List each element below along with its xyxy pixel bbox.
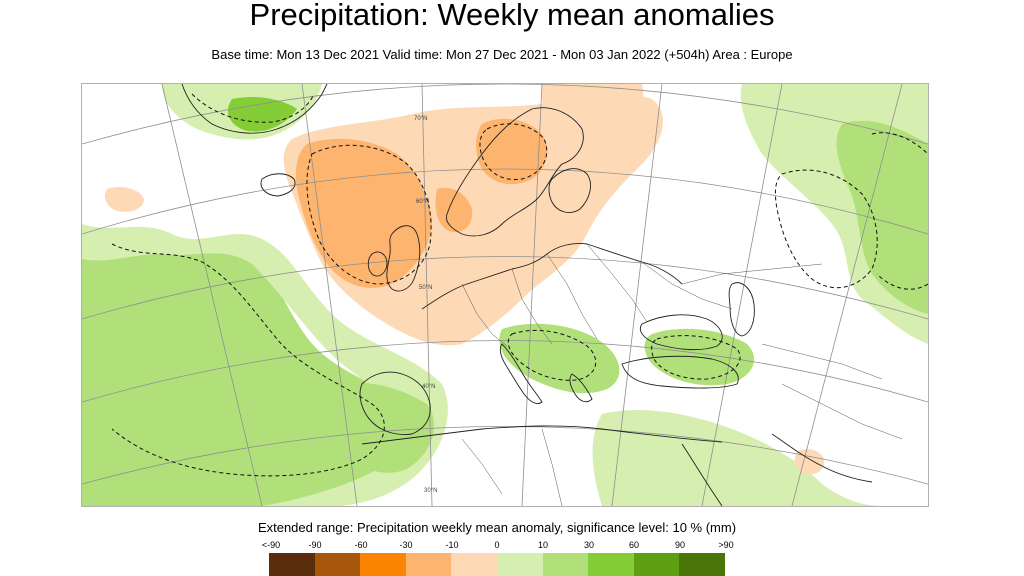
border-b	[511, 268, 553, 345]
border-j	[541, 428, 563, 506]
greenland-wet-core	[227, 97, 297, 132]
parallel-70n	[82, 84, 928, 145]
atlantic-wet-area	[82, 243, 418, 506]
atlantic-dry-spot	[104, 187, 144, 212]
legend-swatch	[314, 553, 361, 576]
contour-russia	[774, 169, 878, 289]
persian-gulf-coast	[771, 433, 873, 483]
legend-tick: -30	[399, 540, 413, 550]
east-wet-core	[836, 120, 928, 314]
legend-colorbar	[269, 553, 725, 576]
iceland-coast	[260, 173, 296, 197]
chart-title: Precipitation: Weekly mean anomalies	[249, 0, 775, 32]
contour-turkey	[651, 335, 741, 380]
legend-caption: Extended range: Precipitation weekly mea…	[257, 520, 737, 535]
legend-swatch	[679, 553, 725, 576]
label-50n: 50°N	[419, 285, 432, 291]
balkans-wet	[499, 323, 620, 394]
border-a	[461, 283, 508, 347]
parallel-30n	[82, 426, 928, 485]
scandinavia-coast	[445, 107, 584, 237]
border-d	[586, 243, 648, 323]
ireland-coast	[367, 251, 388, 277]
black-sea-coast	[639, 314, 723, 351]
legend-swatch	[269, 553, 315, 576]
label-30n: 30°N	[424, 488, 437, 494]
significance-contours	[111, 93, 928, 477]
borders	[461, 243, 903, 506]
precipitation-anomaly-map: 70°N 60°N 50°N 40°N 30°N	[81, 83, 929, 507]
border-h	[781, 383, 903, 440]
legend-swatch	[588, 553, 634, 576]
meridian-e80	[791, 84, 903, 506]
contour-greenland	[191, 93, 315, 123]
parallel-40n	[82, 340, 928, 403]
mideast-wet	[592, 409, 882, 506]
label-70n: 70°N	[414, 116, 427, 122]
contour-east	[871, 132, 928, 290]
meridian-w40	[161, 84, 263, 506]
legend-tick: -10	[445, 540, 459, 550]
italy-coast	[499, 343, 543, 405]
chart-subtitle: Base time: Mon 13 Dec 2021 Valid time: M…	[211, 47, 793, 62]
legend-tick: <-90	[261, 540, 281, 550]
legend-tick: >90	[718, 540, 734, 550]
iberia-coast	[359, 371, 431, 435]
legend-swatch	[360, 553, 406, 576]
border-f	[681, 263, 823, 285]
graticule-labels: 70°N 60°N 50°N 40°N 30°N	[414, 116, 437, 494]
greece-coast	[569, 373, 593, 403]
caspian-coast	[728, 282, 755, 337]
atlantic-light-wet	[82, 224, 448, 506]
legend-swatch	[451, 553, 497, 576]
red-sea-coast	[681, 443, 723, 506]
finland-coast	[548, 168, 591, 213]
contour-atlantic	[111, 243, 385, 477]
legend-tick: -90	[308, 540, 322, 550]
greenland-coast	[181, 84, 328, 134]
iberia-wet	[336, 382, 435, 473]
meridian-e40	[611, 84, 663, 506]
meridian-e60	[701, 84, 783, 506]
legend-tick: 90	[674, 540, 686, 550]
meridian-e20	[521, 84, 543, 506]
north-africa-coast	[361, 425, 723, 445]
norway-dry-core	[435, 187, 473, 233]
contour-balkans	[507, 329, 597, 381]
negative-anomaly-areas	[104, 84, 825, 475]
border-e	[641, 261, 733, 310]
contour-scandinavia	[479, 123, 548, 181]
scandinavia-dry	[476, 118, 548, 185]
russia-dry	[541, 84, 644, 151]
britain-coast	[386, 225, 421, 292]
legend-tick: 0	[494, 540, 500, 550]
legend-swatch	[405, 553, 452, 576]
legend-tick: 10	[537, 540, 549, 550]
border-g	[761, 343, 883, 380]
map-canvas: 70°N 60°N 50°N 40°N 30°N	[82, 84, 928, 506]
positive-anomaly-areas	[82, 84, 928, 506]
legend-swatch	[542, 553, 589, 576]
coastlines	[181, 84, 873, 506]
legend-tick: 60	[628, 540, 640, 550]
legend-tick: 30	[583, 540, 595, 550]
north-sea-dry-core	[295, 138, 432, 288]
parallel-60n	[82, 168, 928, 235]
legend-ticks: <-90 -90 -60 -30 -10 0 10 30 60 90 >90	[262, 540, 742, 551]
meridian-w20	[301, 84, 358, 506]
legend-tick: -60	[354, 540, 368, 550]
label-60n: 60°N	[416, 199, 429, 205]
border-c	[546, 253, 598, 340]
label-40n: 40°N	[422, 384, 435, 390]
border-i	[461, 438, 503, 495]
legend-swatch	[496, 553, 543, 576]
legend-swatch	[633, 553, 680, 576]
turkey-coast	[621, 355, 739, 389]
parallel-50n	[82, 256, 928, 320]
